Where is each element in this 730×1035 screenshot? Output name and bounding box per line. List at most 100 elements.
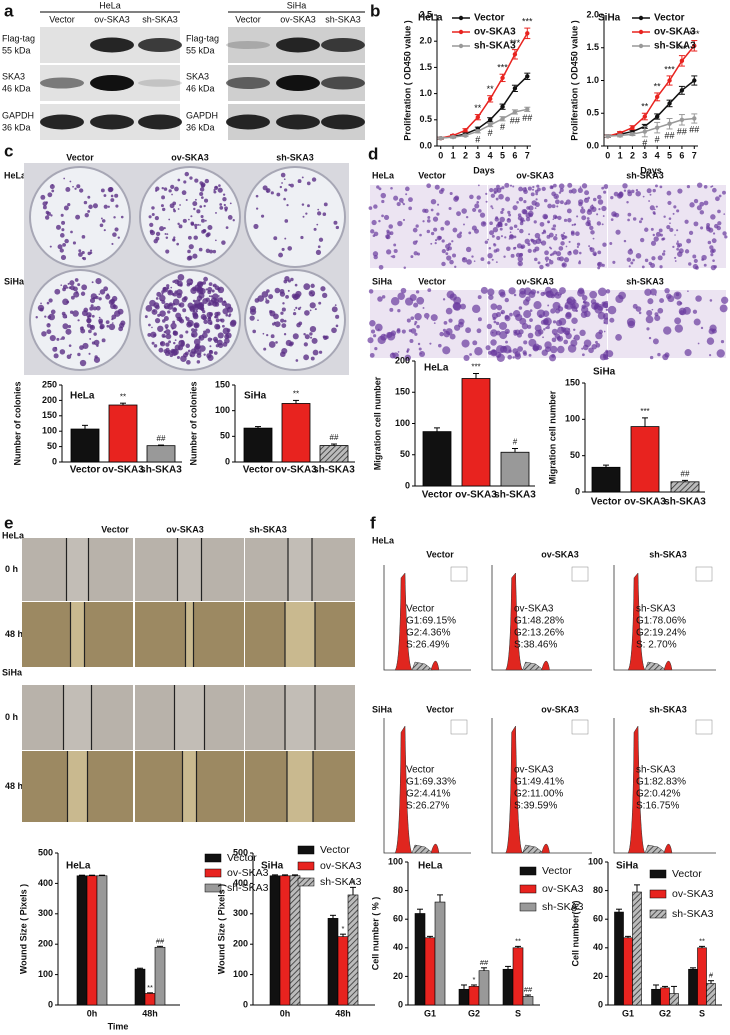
significance-mark: ## <box>156 936 165 945</box>
cell-blob <box>707 240 712 245</box>
cell-blob <box>512 348 519 354</box>
cell-blob <box>406 349 409 353</box>
colony-dot <box>49 184 55 190</box>
colony-dot <box>98 297 102 301</box>
cell-blob <box>663 326 672 335</box>
significance-mark: ** <box>699 936 705 945</box>
colony-dot <box>303 332 306 336</box>
colony-dot <box>74 187 77 190</box>
colony-dot <box>168 189 172 193</box>
cell-blob <box>593 253 597 257</box>
wound-gap <box>288 538 312 601</box>
series-marker <box>667 78 672 83</box>
cell-blob <box>543 230 547 234</box>
bar <box>651 988 661 1006</box>
colony-dot <box>176 355 180 360</box>
cell-blob <box>534 207 537 210</box>
cell-blob <box>552 218 555 221</box>
cell-blob <box>692 254 697 259</box>
colony-dot <box>255 194 259 198</box>
colony-dot <box>261 291 269 298</box>
colony-dot <box>232 219 235 222</box>
colony-dot <box>183 180 187 184</box>
cell-blob <box>655 231 661 237</box>
colony-dot <box>217 332 224 339</box>
significance-mark: # <box>500 122 505 132</box>
cell-blob <box>659 265 663 269</box>
cell-blob <box>646 309 653 317</box>
colony-dot <box>62 298 69 306</box>
cell-blob <box>648 261 652 266</box>
cell-blob <box>544 346 551 353</box>
series-marker <box>463 133 468 138</box>
colony-dot <box>290 277 294 282</box>
bar <box>279 875 291 1006</box>
cell-blob <box>618 191 624 197</box>
y-tick-label: 50 <box>47 441 57 451</box>
cell-blob <box>473 260 476 262</box>
cell-blob <box>444 220 451 226</box>
wound-gap <box>70 602 85 667</box>
histogram-axes <box>491 565 592 671</box>
cell-blob <box>652 338 659 345</box>
cell-blob <box>699 201 705 207</box>
cell-blob <box>687 290 689 293</box>
cell-blob <box>578 261 581 265</box>
legend-marker <box>638 29 644 35</box>
colony-dot <box>60 254 67 261</box>
cell-blob <box>566 208 572 214</box>
cell-blob <box>571 317 578 325</box>
colony-dot <box>103 204 108 209</box>
cell-blob <box>377 328 380 331</box>
colony-dot <box>284 188 288 192</box>
colony-dot <box>284 237 287 240</box>
colony-dot <box>81 284 88 291</box>
colony-dot <box>283 178 286 181</box>
colony-dot <box>165 326 168 330</box>
cell-blob <box>612 260 616 264</box>
cell-blob <box>409 339 414 343</box>
colony-dot <box>266 190 269 193</box>
colony-dot <box>164 324 169 329</box>
wound-gap <box>185 602 194 667</box>
cell-blob <box>534 202 540 208</box>
cell-blob <box>551 337 557 343</box>
cell-blob <box>516 201 519 204</box>
colony-dot <box>280 311 284 315</box>
legend-swatch <box>297 845 315 855</box>
colony-dot <box>202 229 206 233</box>
cell-blob <box>618 291 627 300</box>
cell-blob <box>692 263 699 270</box>
cell-blob <box>552 183 557 188</box>
y-tick-label: 0.0 <box>586 140 599 150</box>
blot-band <box>138 38 182 52</box>
bar <box>502 968 514 1006</box>
cell-blob <box>709 299 713 302</box>
column-label: Vector <box>426 704 454 714</box>
colony-dot <box>199 187 205 192</box>
cell-blob <box>561 262 567 268</box>
colony-dot <box>274 287 281 294</box>
bar <box>434 901 446 1006</box>
significance-mark: ** <box>641 102 649 112</box>
legend-swatch <box>297 861 315 871</box>
histogram-legend <box>695 719 713 735</box>
cycle-stat: G1:69.15% <box>406 616 456 627</box>
colony-dot <box>101 338 106 343</box>
cell-blob <box>632 217 637 221</box>
cell-blob <box>603 330 606 333</box>
colony-dot <box>262 332 265 335</box>
x-tick-label: Vector <box>422 490 453 501</box>
colony-dot <box>98 320 103 325</box>
colony-dot <box>64 238 69 244</box>
blot-band <box>90 114 134 130</box>
cell-blob <box>589 247 593 250</box>
colony-dot <box>69 180 72 183</box>
legend-swatch <box>519 866 537 876</box>
cell-blob <box>474 228 479 234</box>
cell-blob <box>463 354 470 362</box>
cell-blob <box>553 236 558 241</box>
column-label: sh-SKA3 <box>626 170 664 180</box>
y-tick-label: 2.0 <box>586 9 599 19</box>
cell-blob <box>589 290 598 299</box>
